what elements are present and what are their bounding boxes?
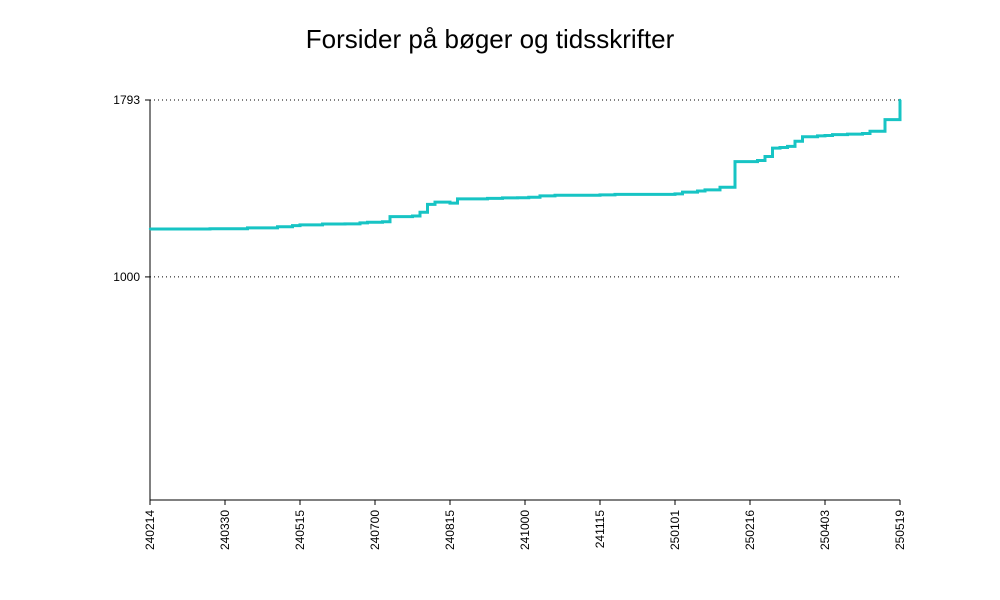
axes-layer: [145, 99, 901, 505]
x-tick-label: 250101: [668, 510, 682, 550]
chart-title: Forsider på bøger og tidsskrifter: [305, 24, 675, 54]
data-point: [763, 155, 767, 158]
data-point: [501, 196, 504, 200]
series-layer: [148, 98, 902, 231]
data-point: [343, 222, 347, 226]
data-point: [516, 196, 519, 199]
data-point: [527, 196, 530, 199]
data-point: [831, 133, 834, 136]
data-point: [456, 197, 459, 201]
data-point: [823, 134, 827, 137]
data-point: [771, 146, 774, 150]
data-point: [613, 193, 617, 196]
data-point: [276, 225, 279, 228]
data-point: [381, 220, 384, 224]
data-point: [193, 227, 197, 231]
data-point: [553, 194, 557, 197]
x-tick-label: 240214: [143, 510, 157, 550]
data-point: [696, 189, 699, 193]
data-point: [673, 192, 677, 196]
x-tick-label: 240815: [443, 510, 457, 550]
x-tick-layer: 240214 240330 240515 240700 240815 241000 2411…: [143, 510, 907, 550]
data-point: [321, 222, 324, 226]
data-point: [861, 132, 864, 135]
data-point: [411, 214, 414, 218]
x-tick-label: 250403: [818, 510, 832, 550]
data-point: [358, 221, 362, 225]
data-point: [703, 188, 707, 192]
data-point: [448, 201, 452, 205]
y-tick-layer: 1000 1793: [113, 93, 140, 284]
grid-layer: [150, 99, 900, 278]
data-point: [846, 132, 849, 136]
x-tick-label: 241000: [518, 510, 532, 550]
data-point: [426, 203, 429, 206]
y-tick-label: 1793: [113, 93, 140, 107]
data-point: [538, 194, 542, 198]
series-line: [150, 100, 902, 231]
data-point: [208, 227, 212, 230]
data-point: [756, 159, 759, 162]
data-point: [418, 211, 422, 214]
data-point: [433, 200, 437, 204]
data-point: [388, 215, 392, 218]
data-point: [681, 190, 684, 194]
x-tick-label: 240515: [293, 510, 307, 550]
data-point: [598, 193, 602, 197]
x-tick-label: 250216: [743, 510, 757, 550]
data-point: [718, 186, 722, 189]
data-point: [883, 118, 887, 121]
data-point: [486, 197, 489, 200]
data-point: [801, 135, 804, 139]
x-tick-label: 240330: [218, 510, 232, 550]
data-point: [298, 223, 302, 227]
data-point: [778, 146, 782, 149]
data-point: [291, 224, 294, 227]
data-point: [793, 140, 797, 143]
data-point: [733, 160, 737, 163]
data-point: [868, 130, 872, 133]
x-tick-label: 250519: [893, 510, 907, 550]
y-tick-label: 1000: [113, 270, 140, 284]
x-tick-label: 240700: [368, 510, 382, 550]
data-point: [148, 227, 152, 231]
x-tick-label: 241115: [593, 510, 607, 549]
data-point: [366, 221, 369, 224]
data-point: [898, 98, 902, 102]
data-point: [246, 226, 249, 230]
data-point: [786, 145, 789, 148]
data-point: [816, 134, 819, 138]
